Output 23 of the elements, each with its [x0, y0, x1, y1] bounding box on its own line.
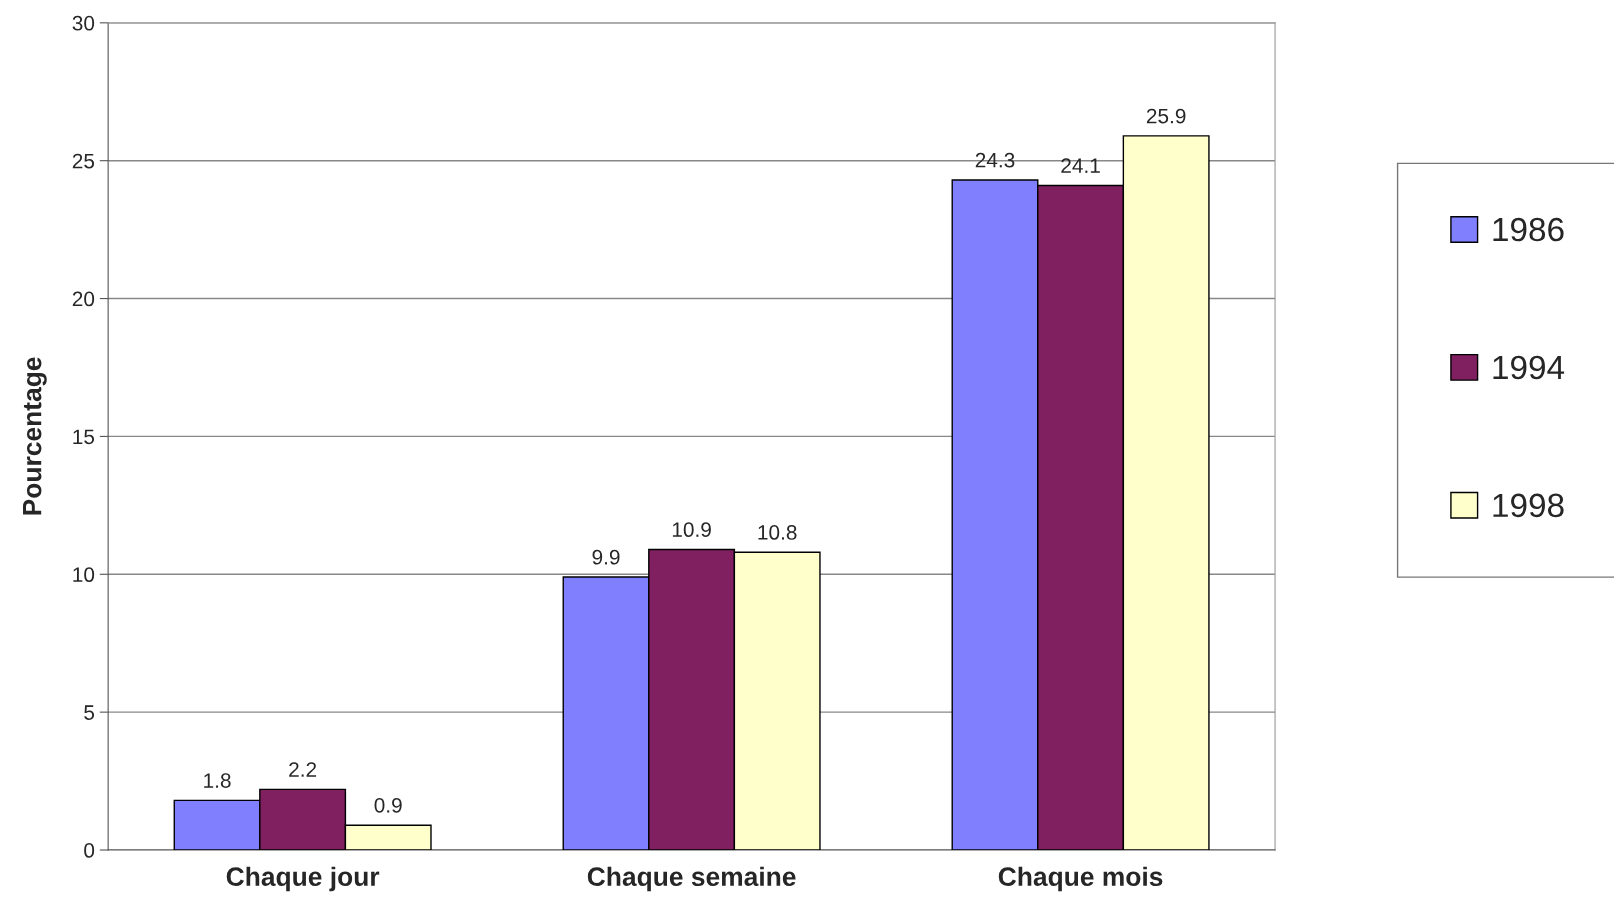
data-label: 0.9 [374, 797, 402, 813]
y-tick-label: 5 [84, 705, 95, 720]
data-label: 10.8 [758, 525, 797, 540]
x-tick-label: Chaque semaine [587, 866, 796, 892]
data-label: 9.9 [592, 549, 620, 565]
legend-label: 1994 [1493, 355, 1565, 380]
y-tick-label: 30 [72, 15, 95, 31]
data-label: 25.9 [1146, 108, 1186, 124]
y-tick-label: 20 [72, 291, 95, 307]
data-label: 10.9 [672, 522, 711, 538]
x-tick-label: Chaque jour [226, 866, 380, 892]
data-label: 1.8 [204, 773, 231, 788]
data-label: 24.1 [1061, 158, 1100, 173]
y-tick-label: 0 [84, 843, 95, 858]
y-tick-label: 25 [72, 153, 95, 169]
x-tick-label: Chaque mois [998, 866, 1163, 892]
y-tick-label: 10 [73, 567, 95, 583]
y-tick-label: 15 [73, 429, 95, 445]
y-axis-title: Pourcentage [23, 357, 47, 515]
data-label: 2.2 [289, 762, 317, 777]
legend-label: 1986 [1493, 217, 1564, 242]
data-label: 24.3 [975, 152, 1015, 168]
legend-label: 1998 [1493, 493, 1564, 518]
